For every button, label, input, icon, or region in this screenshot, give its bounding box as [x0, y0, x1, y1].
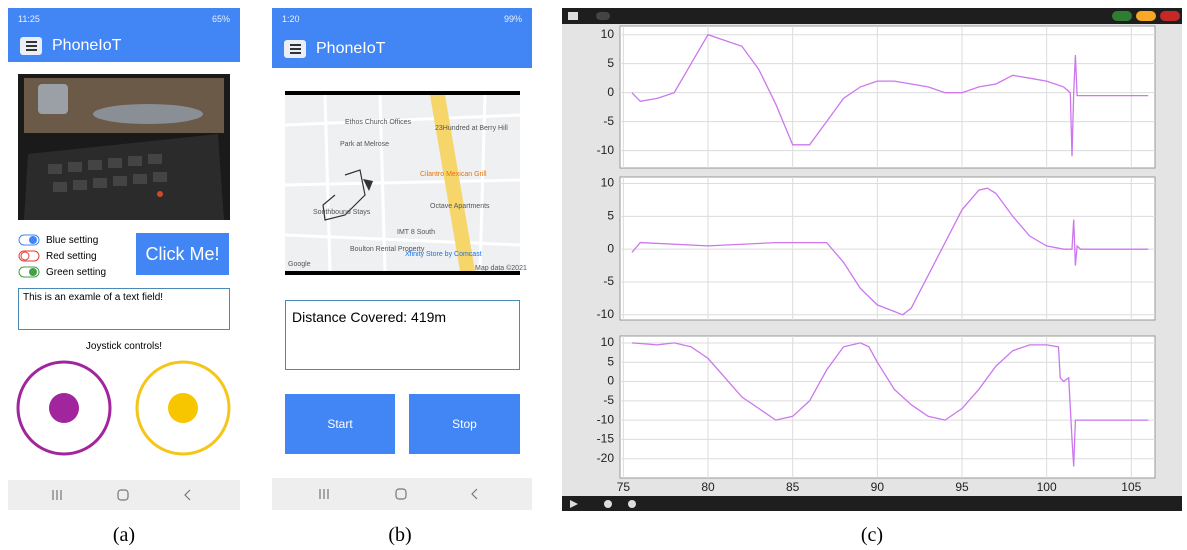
y-tick-label: -10	[597, 412, 615, 426]
app-title: PhoneIoT	[52, 37, 122, 54]
nav-bar	[272, 478, 532, 510]
top-toolbar	[562, 8, 1182, 24]
y-tick-label: -10	[597, 143, 615, 157]
data-line	[631, 187, 1149, 316]
y-tick-label: -5	[603, 274, 614, 288]
plot-area	[619, 335, 1156, 479]
x-tick-label: 75	[617, 480, 631, 494]
menu-button[interactable]	[20, 37, 42, 55]
plot-area	[619, 25, 1156, 169]
start-button[interactable]: Start	[285, 394, 395, 454]
data-line	[631, 342, 1149, 467]
map-label: Xfinity Store by Comcast	[405, 251, 482, 258]
caption: (c)	[860, 524, 884, 546]
bottom-toolbar	[562, 496, 1182, 511]
click-button[interactable]: Click Me!	[136, 233, 229, 275]
camera-photo	[18, 74, 230, 220]
y-tick-label: 10	[601, 27, 615, 41]
app-header: PhoneIoT	[272, 30, 532, 68]
toggle[interactable]: Green setting	[18, 266, 106, 278]
map-label: Ethos Church Offices	[345, 119, 412, 126]
y-tick-label: 5	[607, 56, 614, 70]
nav-bar	[8, 480, 240, 510]
map-label: Octave Apartments	[430, 203, 490, 210]
x-tick-label: 95	[955, 480, 969, 494]
status-time: 1:20	[282, 14, 300, 24]
map-label: Boulton Rental Property	[350, 246, 425, 253]
plot-area	[619, 176, 1156, 321]
stop-button[interactable]: Stop	[409, 394, 520, 454]
y-tick-label: 5	[607, 209, 614, 223]
text-field[interactable]: This is an examle of a text field!	[18, 288, 230, 330]
toggle-label: Blue setting	[46, 234, 99, 246]
distance-field: Distance Covered: 419m	[285, 300, 520, 370]
map-label: Map data ©2021	[475, 265, 527, 272]
map[interactable]: Ethos Church Offices Park at Melrose 23Hun…	[285, 91, 527, 275]
menu-button[interactable]	[284, 40, 306, 58]
y-tick-label: 0	[607, 85, 614, 99]
map-tiles	[285, 95, 520, 271]
map-label: Southbound Stays	[313, 209, 371, 216]
toggle[interactable]: Blue setting	[18, 234, 98, 246]
toggle-label: Red setting	[46, 250, 97, 262]
y-tick-label: 0	[607, 374, 614, 388]
toggle[interactable]: Red setting	[18, 250, 97, 262]
x-tick-label: 85	[786, 480, 800, 494]
joysticks[interactable]	[8, 356, 240, 462]
y-tick-label: -10	[597, 307, 615, 321]
y-tick-label: -15	[597, 432, 615, 446]
toggle-label: Green setting	[46, 266, 107, 278]
x-tick-label: 90	[871, 480, 885, 494]
caption: (a)	[112, 524, 136, 546]
y-tick-label: -5	[603, 114, 614, 128]
status-battery: 99%	[503, 14, 522, 24]
app-header: PhoneIoT	[8, 30, 240, 62]
status-battery: 65%	[211, 14, 230, 24]
y-tick-label: -5	[603, 393, 614, 407]
joystick-label: Joystick controls!	[85, 341, 163, 352]
caption: (b)	[388, 524, 412, 546]
status-bar: 1:20 99%	[272, 8, 532, 30]
map-label: IMT 8 South	[397, 229, 436, 236]
x-tick-label: 80	[701, 480, 715, 494]
map-label: Park at Melrose	[340, 141, 390, 148]
y-tick-label: 5	[607, 354, 614, 368]
y-tick-label: -20	[597, 451, 615, 465]
status-time: 11:25	[18, 14, 40, 24]
x-tick-label: 100	[1037, 480, 1057, 494]
y-tick-label: 0	[607, 241, 614, 255]
y-tick-label: 10	[601, 335, 615, 349]
app-title: PhoneIoT	[316, 40, 386, 57]
data-line	[631, 33, 1149, 157]
map-label: 23Hundred at Berry Hill	[435, 125, 508, 132]
status-bar: 11:25 65%	[8, 8, 240, 30]
map-label: Cilantro Mexican Grill	[420, 171, 487, 178]
map-label: Google	[288, 261, 311, 268]
y-tick-label: 10	[601, 176, 615, 190]
x-tick-label: 105	[1121, 480, 1141, 494]
